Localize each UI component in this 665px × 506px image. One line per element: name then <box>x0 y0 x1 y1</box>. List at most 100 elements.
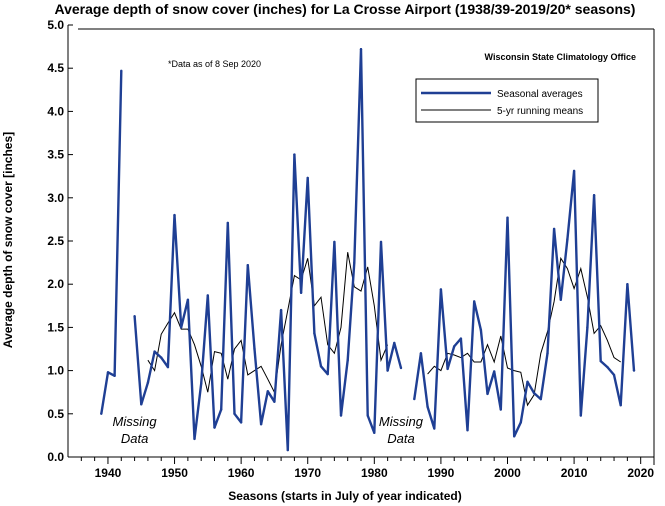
seasonal-point <box>413 398 415 400</box>
missing-data-label: Missing <box>379 414 424 429</box>
x-tick-label: 2010 <box>561 466 588 480</box>
seasonal-point <box>400 367 402 369</box>
x-tick-label: 1940 <box>95 466 122 480</box>
seasonal-point <box>600 360 602 362</box>
x-tick-label: 2020 <box>627 466 654 480</box>
source-label: Wisconsin State Climatology Office <box>485 52 636 62</box>
seasonal-point <box>540 398 542 400</box>
seasonal-point <box>227 222 229 224</box>
seasonal-point <box>586 326 588 328</box>
seasonal-average-line <box>135 49 401 450</box>
seasonal-point <box>533 392 535 394</box>
seasonal-point <box>506 217 508 219</box>
seasonal-point <box>500 408 502 410</box>
missing-data-annotations: Missing Data Missing Data <box>113 414 424 446</box>
seasonal-point <box>333 241 335 243</box>
seasonal-point <box>546 352 548 354</box>
x-tick-label: 1950 <box>161 466 188 480</box>
seasonal-point <box>287 449 289 451</box>
seasonal-point <box>247 264 249 266</box>
y-tick-label: 2.5 <box>47 234 64 248</box>
x-tick-label: 1990 <box>428 466 455 480</box>
seasonal-point <box>167 366 169 368</box>
seasonal-point <box>446 368 448 370</box>
seasonal-point <box>560 299 562 301</box>
seasonal-point <box>367 414 369 416</box>
seasonal-point <box>280 309 282 311</box>
missing-data-label: Missing <box>113 414 158 429</box>
seasonal-point <box>200 382 202 384</box>
seasonal-point <box>433 427 435 429</box>
seasonal-point <box>147 382 149 384</box>
running-mean-line <box>148 252 388 392</box>
snow-cover-chart: Average depth of snow cover (inches) for… <box>0 0 665 506</box>
seasonal-point <box>573 170 575 172</box>
seasonal-average-line <box>101 71 121 414</box>
seasonal-point <box>633 369 635 371</box>
seasonal-point <box>173 214 175 216</box>
missing-data-label: Data <box>121 431 148 446</box>
seasonal-point <box>393 342 395 344</box>
seasonal-point <box>373 432 375 434</box>
seasonal-point <box>580 414 582 416</box>
legend: Seasonal averages 5-yr running means <box>416 79 598 122</box>
y-tick-label: 3.5 <box>47 148 64 162</box>
seasonal-point <box>100 413 102 415</box>
seasonal-point <box>480 329 482 331</box>
seasonal-point <box>606 366 608 368</box>
y-tick-label: 1.5 <box>47 320 64 334</box>
seasonal-point <box>140 403 142 405</box>
seasonal-point <box>273 401 275 403</box>
y-tick-label: 2.0 <box>47 277 64 291</box>
seasonal-point <box>593 194 595 196</box>
seasonal-point <box>207 294 209 296</box>
seasonal-point <box>193 438 195 440</box>
seasonal-point <box>347 359 349 361</box>
seasonal-point <box>160 356 162 358</box>
x-tick-label: 1980 <box>361 466 388 480</box>
legend-label-running: 5-yr running means <box>497 106 583 117</box>
seasonal-point <box>260 423 262 425</box>
seasonal-point <box>526 381 528 383</box>
x-tick-label: 1970 <box>294 466 321 480</box>
seasonal-point <box>153 350 155 352</box>
seasonal-point <box>307 177 309 179</box>
seasonal-point <box>133 315 135 317</box>
seasonal-point <box>553 228 555 230</box>
seasonal-point <box>293 153 295 155</box>
seasonal-point <box>180 326 182 328</box>
y-tick-label: 4.0 <box>47 104 64 118</box>
seasonal-point <box>420 352 422 354</box>
y-tick-label: 0.5 <box>47 407 64 421</box>
y-tick-label: 0.0 <box>47 450 64 464</box>
seasonal-point <box>513 435 515 437</box>
x-axis-ticks: 1940 1950 1960 1970 1980 1990 2000 2010 2020 <box>81 457 654 480</box>
seasonal-point <box>327 373 329 375</box>
seasonal-point <box>613 374 615 376</box>
missing-data-label: Data <box>387 431 414 446</box>
seasonal-point <box>300 292 302 294</box>
seasonal-average-line <box>414 171 634 436</box>
y-axis-ticks: 0.0 0.5 1.0 1.5 2.0 2.5 3.0 3.5 4.0 4.5 5.0 <box>47 18 73 464</box>
seasonal-point <box>493 370 495 372</box>
y-axis-title: Average depth of snow cover [inches] <box>1 132 15 348</box>
data-note: *Data as of 8 Sep 2020 <box>168 59 261 69</box>
seasonal-point <box>380 241 382 243</box>
seasonal-point <box>220 408 222 410</box>
seasonal-point <box>113 375 115 377</box>
chart-title: Average depth of snow cover (inches) for… <box>55 1 636 17</box>
seasonal-point <box>460 337 462 339</box>
seasonal-point <box>473 300 475 302</box>
seasonal-point <box>440 288 442 290</box>
seasonal-point <box>253 348 255 350</box>
x-tick-label: 2000 <box>494 466 521 480</box>
seasonal-point <box>426 406 428 408</box>
seasonal-point <box>313 332 315 334</box>
seasonal-point <box>566 238 568 240</box>
seasonal-point <box>187 299 189 301</box>
seasonal-point <box>233 413 235 415</box>
y-tick-label: 4.5 <box>47 61 64 75</box>
legend-label-seasonal: Seasonal averages <box>497 89 583 100</box>
seasonal-point <box>213 426 215 428</box>
seasonal-point <box>320 365 322 367</box>
